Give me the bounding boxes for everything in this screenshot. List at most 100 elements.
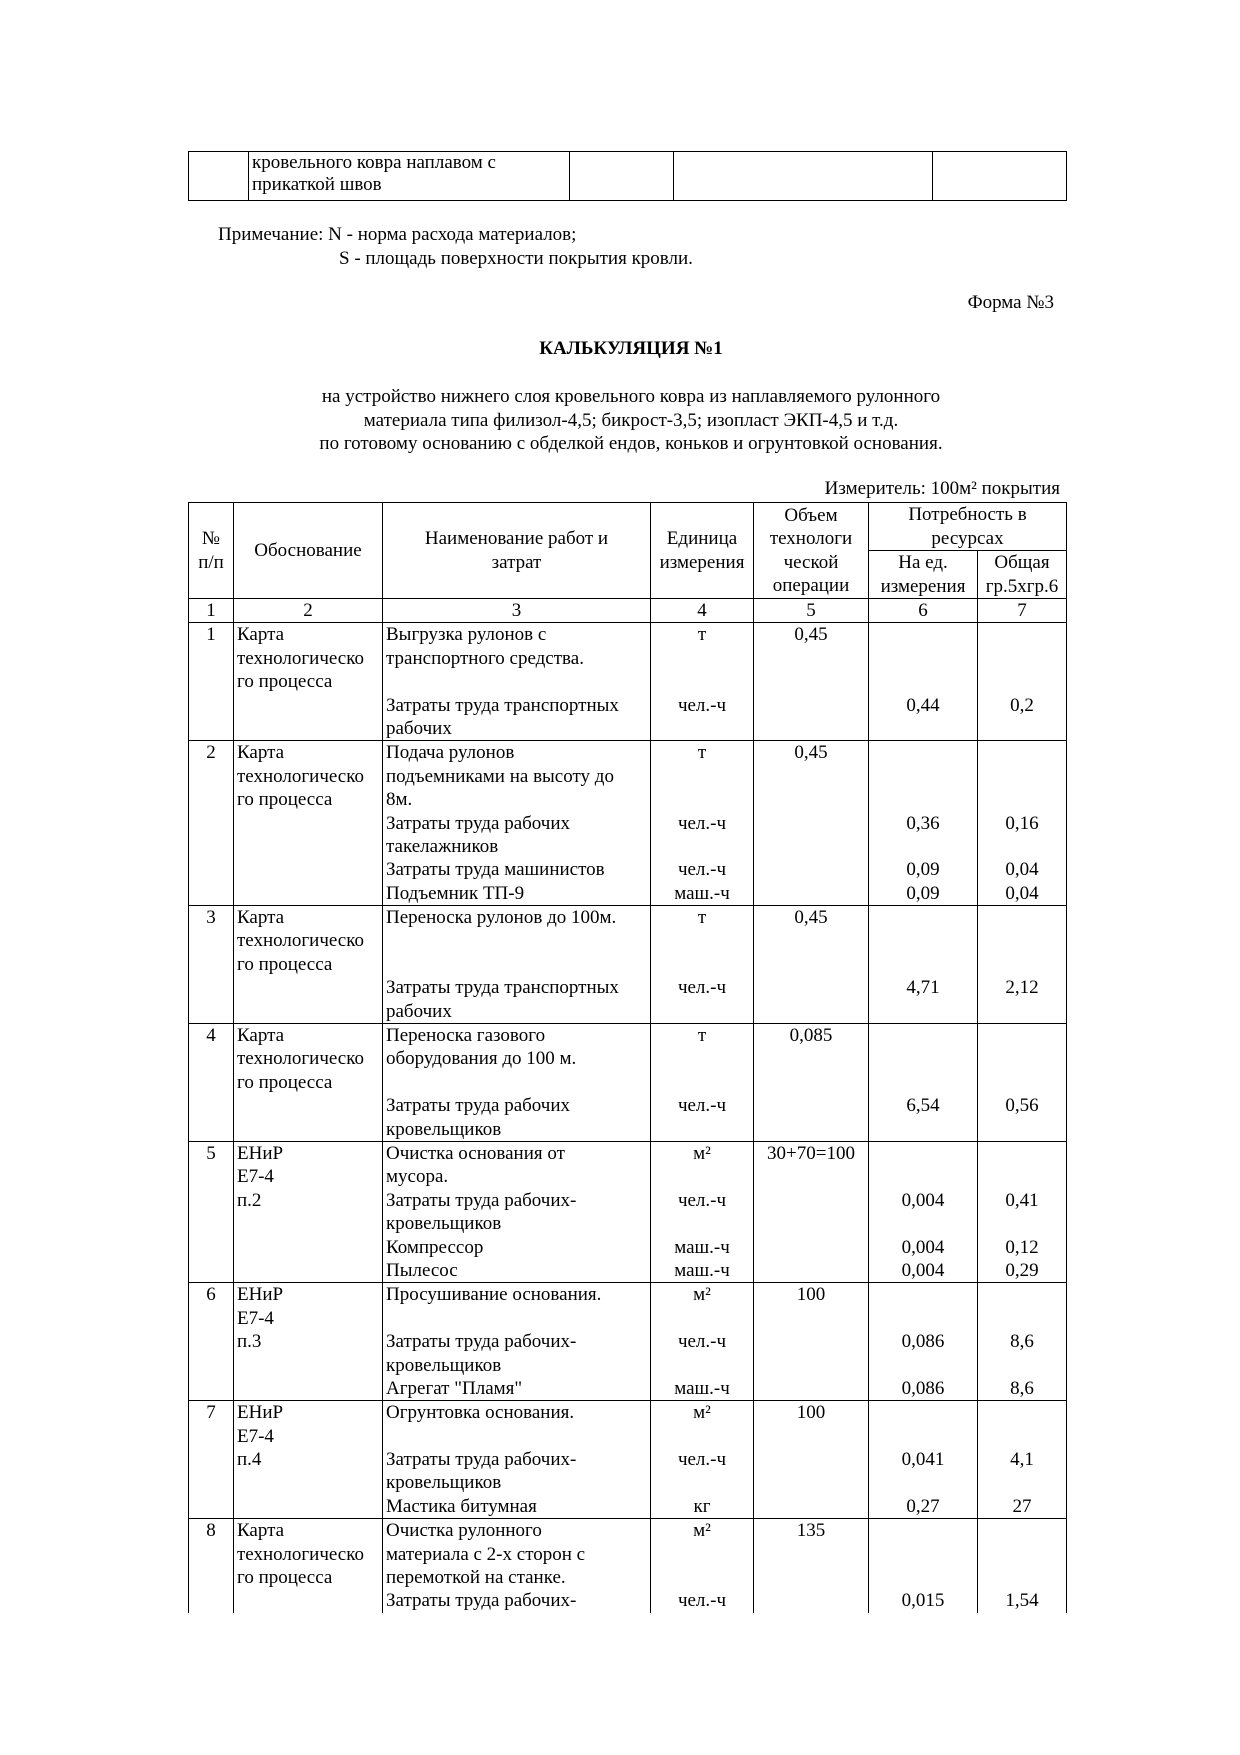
cell-line: 1,54 xyxy=(1005,1590,1039,1612)
cell-line xyxy=(654,670,750,693)
cell-line xyxy=(981,624,1063,647)
cell-line: 0,41 xyxy=(1005,1189,1039,1211)
cell-line: мусора. xyxy=(386,1166,449,1188)
cell-line xyxy=(981,1471,1063,1494)
cell-line xyxy=(872,1047,974,1070)
cell-line xyxy=(654,1071,750,1094)
cell-line: 0,04 xyxy=(1005,859,1039,881)
per-unit-cell: 4,71 xyxy=(868,905,978,1025)
cell-line: технологическо xyxy=(237,765,365,787)
cell-line xyxy=(654,953,750,976)
cell-line xyxy=(872,1402,974,1425)
cell-line xyxy=(386,1425,647,1448)
calculation-table: № п/п Обоснование Наименование работ и зат… xyxy=(188,502,1067,1613)
unit-cell: т чел.-ч xyxy=(650,1023,754,1142)
per-unit-cell: 0,004 0,004 0,004 xyxy=(868,1140,978,1284)
table-cell xyxy=(932,151,1067,201)
cell-line: кровельщиков xyxy=(386,1472,502,1494)
subtitle-line: на устройство нижнего слоя кровельного к… xyxy=(321,386,941,407)
work-name-cell: Подача рулонов подъемниками на высоту до 8… xyxy=(382,740,651,907)
table-row: кровельного ковра наплавом с прикаткой ш… xyxy=(188,151,1067,201)
volume-cell: 100 xyxy=(753,1400,869,1520)
cell-line xyxy=(872,788,974,811)
cell-line: 0,086 xyxy=(901,1331,945,1353)
volume-cell: 0,085 xyxy=(753,1023,869,1142)
cell-line: 0,56 xyxy=(1005,1095,1039,1117)
header-text: № xyxy=(201,528,221,550)
work-name-cell: Переноска газового оборудования до 100 м.… xyxy=(382,1023,651,1142)
cell-line: м² xyxy=(693,1284,711,1306)
basis-cell: ЕНиР Е7-4 п.3 xyxy=(233,1282,383,1402)
cell-line xyxy=(981,1566,1063,1589)
row-number-cell: 2 xyxy=(188,740,234,907)
cell-line: Очистка рулонного xyxy=(386,1520,542,1542)
header-text: п/п xyxy=(198,551,224,573)
cell-line xyxy=(872,765,974,788)
cell-line xyxy=(654,1354,750,1377)
table-cell: кровельного ковра наплавом с прикаткой ш… xyxy=(248,151,570,201)
work-name-cell: Переноска рулонов до 100м. Затраты труда … xyxy=(382,905,651,1025)
cell-line xyxy=(981,1543,1063,1566)
cell-line xyxy=(654,1566,750,1589)
table-cell xyxy=(188,151,249,201)
cell-line: Мастика битумная xyxy=(386,1495,537,1517)
total-cell: 0,41 0,12 0,29 xyxy=(977,1140,1067,1284)
cell-line: Пылесос xyxy=(386,1259,458,1281)
cell-line: 8,6 xyxy=(1010,1331,1034,1353)
cell-line: Переноска газового xyxy=(386,1025,546,1047)
cell-line: го процесса xyxy=(237,1567,333,1589)
column-number-cell: 4 xyxy=(650,597,754,624)
cell-line: Е7-4 xyxy=(237,1425,274,1447)
row-number-cell: 5 xyxy=(188,1140,234,1284)
cell-line: кровельщиков xyxy=(386,1118,502,1140)
cell-line: Затраты труда транспортных xyxy=(386,977,619,999)
cell-line xyxy=(386,1307,647,1330)
unit-cell: т чел.-ч xyxy=(650,905,754,1025)
cell-line: т xyxy=(697,907,707,929)
row-number-cell: 4 xyxy=(188,1023,234,1142)
cell-line xyxy=(981,647,1063,670)
cell-line: Карта xyxy=(237,742,285,764)
cell-line: чел.-ч xyxy=(677,977,727,999)
header-text: Потребность в xyxy=(908,504,1027,526)
cell-line: 0,004 xyxy=(901,1189,945,1211)
cell-line xyxy=(386,1071,647,1094)
cell-line: маш.-ч xyxy=(674,882,730,904)
table-cell xyxy=(673,151,933,201)
cell-line xyxy=(654,1543,750,1566)
cell-line xyxy=(981,765,1063,788)
cell-line xyxy=(981,835,1063,858)
cell-line xyxy=(981,742,1063,765)
cell-line: го процесса xyxy=(237,1071,333,1093)
table-row: 2 Карта технологическо го процесса Подача ру… xyxy=(188,740,1067,907)
unit-cell: м² чел.-ч кг xyxy=(650,1400,754,1520)
cell-line xyxy=(981,1354,1063,1377)
cell-line: 0,09 xyxy=(906,882,940,904)
cell-line: Е7-4 xyxy=(237,1307,274,1329)
column-number-cell: 1 xyxy=(188,597,234,624)
header-text: Общая xyxy=(994,552,1050,574)
cell-line: технологическо xyxy=(237,930,365,952)
total-cell: 0,2 xyxy=(977,622,1067,742)
header-text: ческой xyxy=(783,551,839,573)
cell-line xyxy=(981,1143,1063,1166)
cell-line: Переноска рулонов до 100м. xyxy=(386,907,617,929)
cell-line xyxy=(386,670,647,693)
cell-line: маш.-ч xyxy=(674,1236,730,1258)
cell-line xyxy=(872,624,974,647)
total-cell: 0,16 0,04 0,04 xyxy=(977,740,1067,907)
cell-line: Очистка основания от xyxy=(386,1143,565,1164)
cell-line xyxy=(981,1520,1063,1543)
cell-line xyxy=(872,670,974,693)
column-number-cell: 6 xyxy=(868,597,978,624)
header-row: № п/п Обоснование Наименование работ и зат… xyxy=(188,502,1067,599)
previous-table-fragment: кровельного ковра наплавом с прикаткой ш… xyxy=(188,151,1067,201)
total-cell: 1,54 xyxy=(977,1518,1067,1613)
cell-line: Подъемник ТП-9 xyxy=(386,882,525,904)
row-number-cell: 1 xyxy=(188,622,234,742)
cell-line: 0,086 xyxy=(901,1377,945,1399)
cell-line: 1 xyxy=(206,624,216,646)
cell-line: п.4 xyxy=(237,1449,262,1471)
header-need: Потребность в ресурсах xyxy=(868,502,1067,551)
cell-line xyxy=(981,1284,1063,1307)
